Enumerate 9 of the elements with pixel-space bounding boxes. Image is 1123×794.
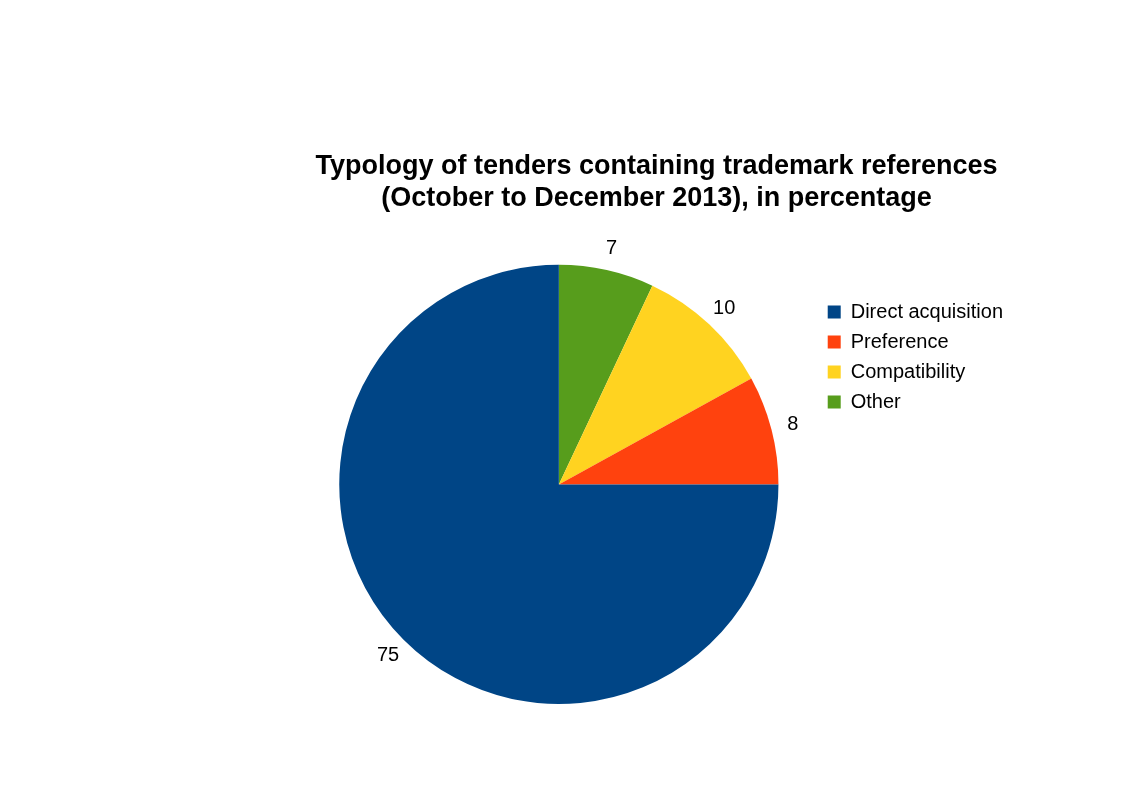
data-label: 75 <box>376 642 400 665</box>
legend-label: Direct acquisition <box>850 299 1004 322</box>
data-label: 8 <box>787 411 799 434</box>
legend-label: Other <box>850 389 902 412</box>
data-label: 7 <box>606 236 618 259</box>
data-label: 10 <box>713 295 736 318</box>
legend-label: Preference <box>850 329 949 352</box>
legend-label: Compatibility <box>850 359 966 382</box>
chart-title: Typology of tenders containing trademark references (October to December 2013), in percentage <box>315 149 998 213</box>
